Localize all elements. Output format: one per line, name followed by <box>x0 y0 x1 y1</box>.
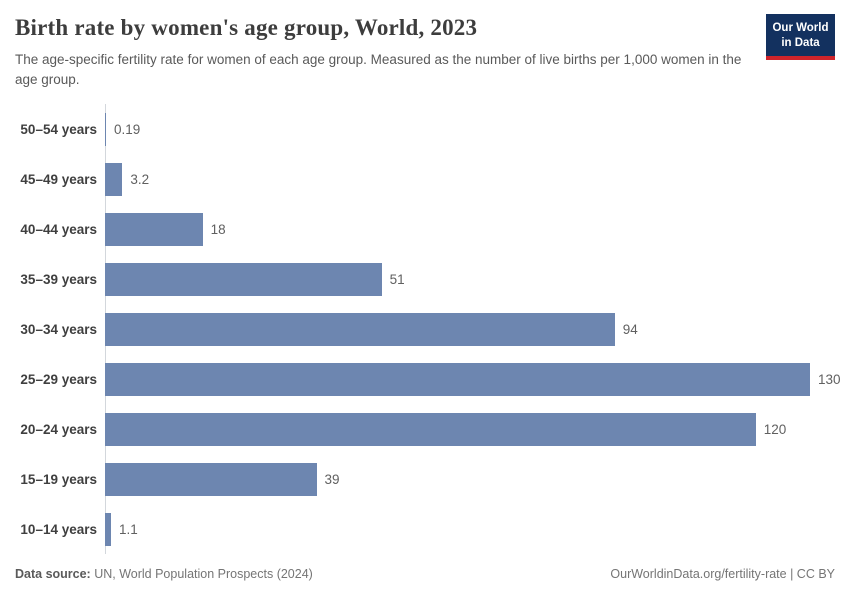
owid-logo-line1: Our World <box>772 22 829 34</box>
category-label: 10–14 years <box>20 521 97 537</box>
bar-track: 130 <box>105 362 841 396</box>
bar[interactable] <box>105 162 123 196</box>
value-label: 3.2 <box>130 171 150 187</box>
bar-row: 25–29 years 130 <box>15 354 841 404</box>
bar-track: 18 <box>105 212 835 246</box>
category-label: 50–54 years <box>20 121 97 137</box>
header: Birth rate by women's age group, World, … <box>15 14 835 90</box>
bar-row: 10–14 years 1.1 <box>15 504 835 554</box>
bar[interactable] <box>105 362 810 396</box>
bar[interactable] <box>105 462 317 496</box>
category-label: 20–24 years <box>20 421 97 437</box>
chart-subtitle: The age-specific fertility rate for wome… <box>15 51 742 87</box>
bar-row: 50–54 years 0.19 <box>15 104 835 154</box>
value-label: 1.1 <box>118 521 138 537</box>
bar[interactable] <box>105 262 382 296</box>
category-label: 25–29 years <box>20 371 97 387</box>
bar[interactable] <box>105 212 203 246</box>
attribution-link[interactable]: OurWorldinData.org/fertility-rate | CC B… <box>610 567 835 582</box>
data-source-value: UN, World Population Prospects (2024) <box>90 567 313 582</box>
bar[interactable] <box>105 412 756 446</box>
value-label: 51 <box>389 271 405 287</box>
value-label: 130 <box>818 371 841 387</box>
bar-row: 45–49 years 3.2 <box>15 154 835 204</box>
header-text: Birth rate by women's age group, World, … <box>15 14 750 90</box>
bar[interactable] <box>105 512 111 546</box>
data-source: Data source: UN, World Population Prospe… <box>15 567 313 581</box>
bar-row: 40–44 years 18 <box>15 204 835 254</box>
bar-row: 15–19 years 39 <box>15 454 835 504</box>
bar[interactable] <box>105 112 107 146</box>
value-label: 39 <box>324 471 340 487</box>
bar-track: 1.1 <box>105 512 835 546</box>
owid-logo-line2: in Data <box>781 36 820 49</box>
chart-title: Birth rate by women's age group, World, … <box>15 15 478 40</box>
bar-track: 3.2 <box>105 162 835 196</box>
value-label: 0.19 <box>114 121 141 137</box>
value-label: 94 <box>622 321 638 337</box>
category-label: 15–19 years <box>20 471 97 487</box>
category-label: 30–34 years <box>20 321 97 337</box>
bar-track: 0.19 <box>105 112 835 146</box>
footer: Data source: UN, World Population Prospe… <box>15 567 835 581</box>
bar-row: 20–24 years 120 <box>15 404 835 454</box>
value-label: 120 <box>763 421 787 437</box>
bar-track: 51 <box>105 262 835 296</box>
category-label: 35–39 years <box>20 271 97 287</box>
bar-track: 39 <box>105 462 835 496</box>
bar-row: 35–39 years 51 <box>15 254 835 304</box>
owid-logo[interactable]: Our World in Data <box>766 14 835 60</box>
bar[interactable] <box>105 312 615 346</box>
bar-track: 120 <box>105 412 835 446</box>
data-source-label: Data source: <box>15 567 91 582</box>
category-label: 45–49 years <box>20 171 97 187</box>
value-label: 18 <box>210 221 226 237</box>
category-label: 40–44 years <box>20 221 97 237</box>
bar-row: 30–34 years 94 <box>15 304 835 354</box>
bar-chart: 50–54 years 0.19 45–49 years 3.2 40–44 y… <box>15 104 841 555</box>
bar-track: 94 <box>105 312 835 346</box>
